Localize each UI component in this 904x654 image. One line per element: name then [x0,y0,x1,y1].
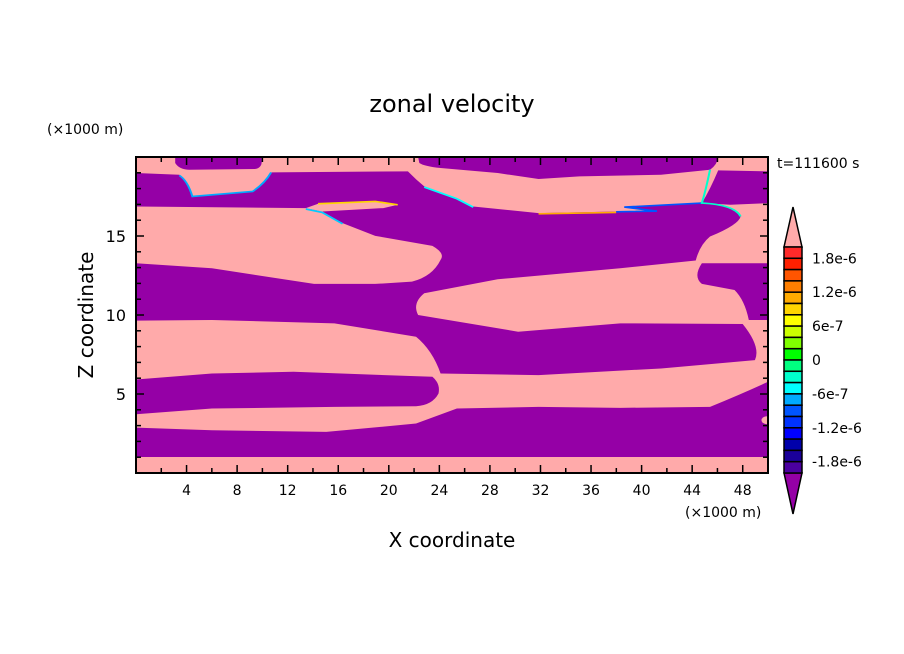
axis-ticks [136,157,768,473]
contour-line [423,186,474,208]
colorbar-swatch [783,246,803,260]
y-unit-label: (×1000 m) [47,122,123,138]
y-tick-label: 10 [106,306,126,325]
transition-contours [178,169,742,225]
x-tick-label: 40 [633,483,651,499]
x-tick-label: 4 [182,483,191,499]
contour-line [700,169,742,217]
colorbar-tick-label: 1.2e-6 [812,285,857,301]
x-unit-label: (×1000 m) [685,505,761,521]
colorbar-swatch [783,347,803,361]
x-tick-label: 32 [532,483,550,499]
time-label: t=111600 s [777,156,859,172]
colorbar-over-triangle [783,206,803,248]
colorbar-tick-label: 1.8e-6 [812,251,857,267]
colorbar-swatch [783,449,803,463]
colorbar-swatch [783,381,803,395]
colorbar-tick-label: -1.2e-6 [812,421,862,437]
colorbar-swatch [783,325,803,339]
x-tick-label: 24 [430,483,448,499]
x-tick-label: 36 [582,483,600,499]
x-tick-label: 8 [233,483,242,499]
colorbar-swatch [783,404,803,418]
colorbar-tick-label: 0 [812,353,821,369]
contour-line [305,208,344,225]
colorbar-swatch [783,280,803,293]
contour-line [538,211,617,215]
x-tick-label: 28 [481,483,499,499]
contour-line [616,202,702,213]
colorbar-swatch [783,415,803,429]
x-tick-label: 12 [279,483,297,499]
x-tick-label: 20 [380,483,398,499]
colorbar-tick-label: 6e-7 [812,319,843,335]
colorbar-swatch [783,302,803,316]
colorbar-swatch [783,460,803,474]
colorbar-tick-label: -6e-7 [812,387,849,403]
chart-title: zonal velocity [369,90,534,118]
contour-field [136,157,768,473]
x-tick-label: 44 [683,483,701,499]
x-tick-label: 16 [329,483,347,499]
y-axis-label: Z coordinate [74,252,98,379]
positive-region [761,416,768,425]
negative-region [418,157,719,180]
colorbar-swatch [783,257,803,271]
colorbar-swatch [783,438,803,452]
colorbar-swatch [783,393,803,406]
contour-line [318,200,398,206]
x-tick-label: 48 [734,483,752,499]
y-tick-label: 5 [116,385,126,404]
negative-region [136,381,768,457]
positive-region [136,206,442,284]
contour-line [178,172,273,198]
colorbar-swatch [783,359,803,373]
negative-region [175,157,262,170]
negative-region [701,170,768,205]
colorbar-under-triangle [783,472,803,515]
colorbar-swatch [783,268,803,282]
colorbar-tick-label: -1.8e-6 [812,455,862,471]
colorbar-swatch [783,427,803,440]
colorbar-swatch [783,291,803,305]
x-axis-label: X coordinate [389,528,516,552]
colorbar-swatch [783,370,803,384]
y-tick-label: 15 [106,227,126,246]
negative-region [136,371,439,415]
colorbar-swatch [783,314,803,327]
colorbar-swatch [783,336,803,350]
negative-region [697,263,768,321]
colorbar: 1.8e-6 1.2e-6 6e-7 0 -6e-7 -1.2e-6 -1.8e-6 [783,206,862,515]
